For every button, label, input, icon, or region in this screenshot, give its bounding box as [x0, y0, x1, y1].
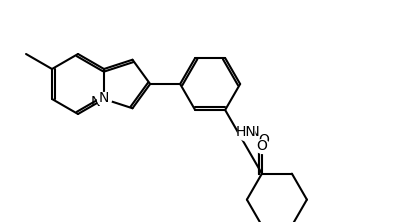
Text: N: N — [99, 91, 109, 105]
Text: HN: HN — [235, 125, 256, 139]
Text: N: N — [91, 95, 101, 109]
Text: O: O — [256, 139, 267, 153]
Text: O: O — [259, 133, 269, 147]
Text: HN: HN — [240, 125, 261, 139]
